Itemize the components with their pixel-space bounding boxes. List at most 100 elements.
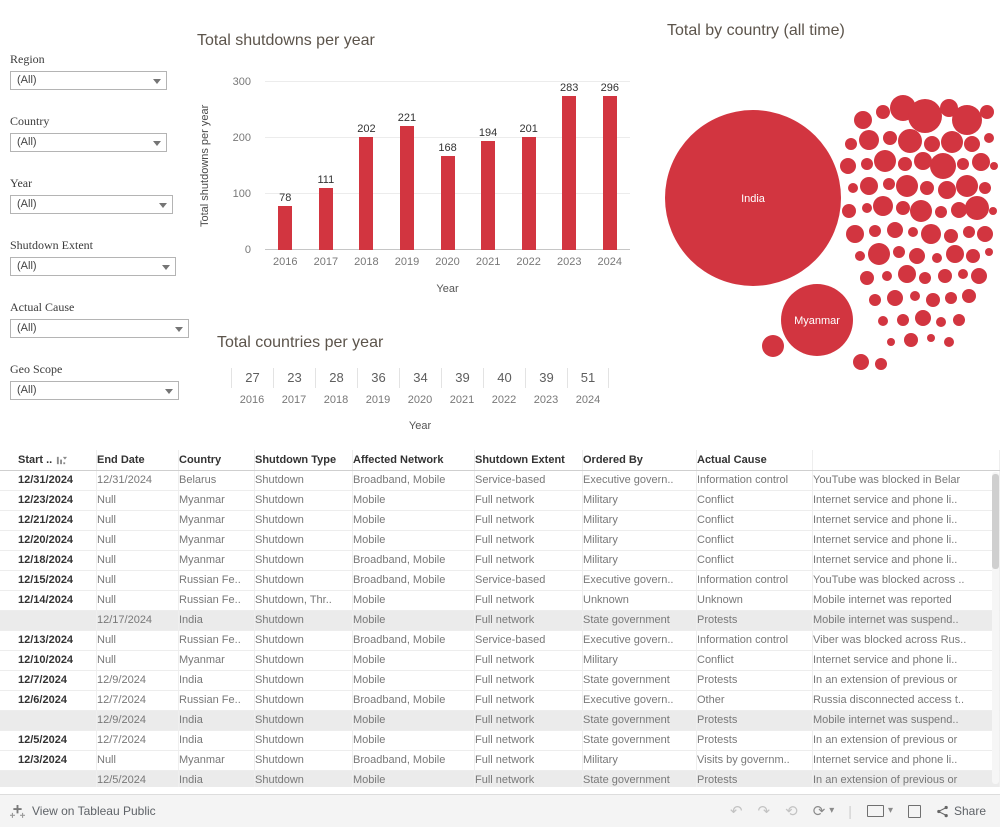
country-bubble[interactable] [874,150,896,172]
country-bubble[interactable] [878,316,888,326]
country-bubble[interactable] [946,245,964,263]
country-bubble[interactable] [919,272,931,284]
filter-dropdown[interactable]: (All) [10,319,189,338]
bar-column[interactable]: 201 [508,82,549,250]
table-row[interactable]: 12/20/2024 Null Myanmar Shutdown Mobile Full … [0,531,1000,551]
bar-column[interactable]: 202 [346,82,387,250]
filter-dropdown[interactable]: (All) [10,133,167,152]
country-bubble[interactable] [904,333,918,347]
country-bubble[interactable] [868,243,890,265]
country-bubble[interactable] [979,182,991,194]
bar-mark[interactable] [481,141,496,250]
country-bubble[interactable] [910,291,920,301]
country-bubble[interactable] [762,335,784,357]
table-row[interactable]: 12/9/2024 India Shutdown Mobile Full network… [0,711,1000,731]
country-bubble[interactable] [846,225,864,243]
filter-dropdown[interactable]: (All) [10,71,167,90]
country-bubble[interactable] [962,289,976,303]
bar-column[interactable]: 194 [468,82,509,250]
bar-mark[interactable] [318,187,333,250]
refresh-icon[interactable]: ⟳ [812,802,826,820]
table-row[interactable]: 12/13/2024 Null Russian Fe.. Shutdown Broadb… [0,631,1000,651]
country-bubble[interactable] [945,292,957,304]
column-header[interactable]: Start .. [18,450,97,470]
bar-mark[interactable] [602,96,617,250]
table-row[interactable]: 12/7/2024 12/9/2024 India Shutdown Mobile Ful… [0,671,1000,691]
country-bubble[interactable] [898,157,912,171]
bar-mark[interactable] [521,137,536,250]
bar-mark[interactable] [359,136,374,250]
table-row[interactable]: 12/6/2024 12/7/2024 Russian Fe.. Shutdown Br… [0,691,1000,711]
filter-dropdown[interactable]: (All) [10,257,176,276]
table-scrollbar[interactable] [992,472,999,784]
country-bubble[interactable] [935,206,947,218]
countries-value[interactable]: 39 [525,368,567,388]
country-bubble[interactable] [845,138,857,150]
view-on-tableau-public-button[interactable]: View on Tableau Public [10,804,156,819]
bar-column[interactable]: 78 [265,82,306,250]
sort-descending-icon[interactable] [56,455,68,466]
table-row[interactable]: 12/5/2024 12/7/2024 India Shutdown Mobile Ful… [0,731,1000,751]
country-bubble[interactable] [985,248,993,256]
country-bubble[interactable] [860,271,874,285]
country-bubble[interactable] [956,175,978,197]
country-bubble[interactable] [990,162,998,170]
bar-mark[interactable] [440,155,455,250]
country-bubble[interactable] [883,178,895,190]
column-header[interactable]: Shutdown Type [255,450,353,470]
column-header[interactable]: Country [179,450,255,470]
countries-value[interactable]: 39 [441,368,483,388]
country-bubble[interactable] [944,229,958,243]
country-bubble[interactable] [908,99,942,133]
country-bubble[interactable] [869,225,881,237]
column-header[interactable] [813,450,1000,470]
country-bubble[interactable] [859,130,879,150]
country-bubble[interactable] [951,202,967,218]
country-bubble[interactable] [908,227,918,237]
column-header[interactable]: Affected Network [353,450,475,470]
bar-mark[interactable] [278,206,293,250]
country-bubble[interactable] [848,183,858,193]
countries-value[interactable]: 51 [567,368,609,388]
countries-value[interactable]: 36 [357,368,399,388]
country-bubble[interactable] [926,293,940,307]
country-bubble[interactable] [938,269,952,283]
country-bubble[interactable] [952,105,982,135]
country-bubble[interactable] [966,249,980,263]
country-bubble[interactable] [924,136,940,152]
country-bubble[interactable] [964,136,980,152]
country-bubble[interactable] [940,99,958,117]
caret-down-icon[interactable]: ▾ [829,805,835,816]
country-bubble[interactable] [860,177,878,195]
country-bubble[interactable] [980,105,994,119]
filter-dropdown[interactable]: (All) [10,195,173,214]
bar-column[interactable]: 168 [427,82,468,250]
country-bubble[interactable] [965,196,989,220]
country-bubble[interactable] [842,204,856,218]
country-bubble[interactable] [963,226,975,238]
country-bubble[interactable] [898,129,922,153]
country-bubble[interactable] [876,105,890,119]
country-bubble[interactable] [883,131,897,145]
country-bubble[interactable] [915,310,931,326]
country-bubble[interactable] [932,253,942,263]
table-row[interactable]: 12/5/2024 India Shutdown Mobile Full network… [0,771,1000,787]
country-bubble[interactable] [840,158,856,174]
country-bubble[interactable] [914,152,932,170]
countries-value[interactable]: 40 [483,368,525,388]
country-bubble[interactable] [910,200,932,222]
country-bubble[interactable] [930,153,956,179]
country-bubble[interactable] [957,158,969,170]
country-bubble[interactable] [936,317,946,327]
country-bubble[interactable] [977,226,993,242]
filter-dropdown[interactable]: (All) [10,381,179,400]
bar-column[interactable]: 283 [549,82,590,250]
scrollbar-thumb[interactable] [992,474,999,569]
table-row[interactable]: 12/23/2024 Null Myanmar Shutdown Mobile Full … [0,491,1000,511]
column-header[interactable]: Ordered By [583,450,697,470]
table-row[interactable]: 12/14/2024 Null Russian Fe.. Shutdown, Thr.… [0,591,1000,611]
country-bubble[interactable] [971,268,987,284]
bar-mark[interactable] [399,126,414,250]
country-bubble[interactable] [897,314,909,326]
country-bubble[interactable] [853,354,869,370]
